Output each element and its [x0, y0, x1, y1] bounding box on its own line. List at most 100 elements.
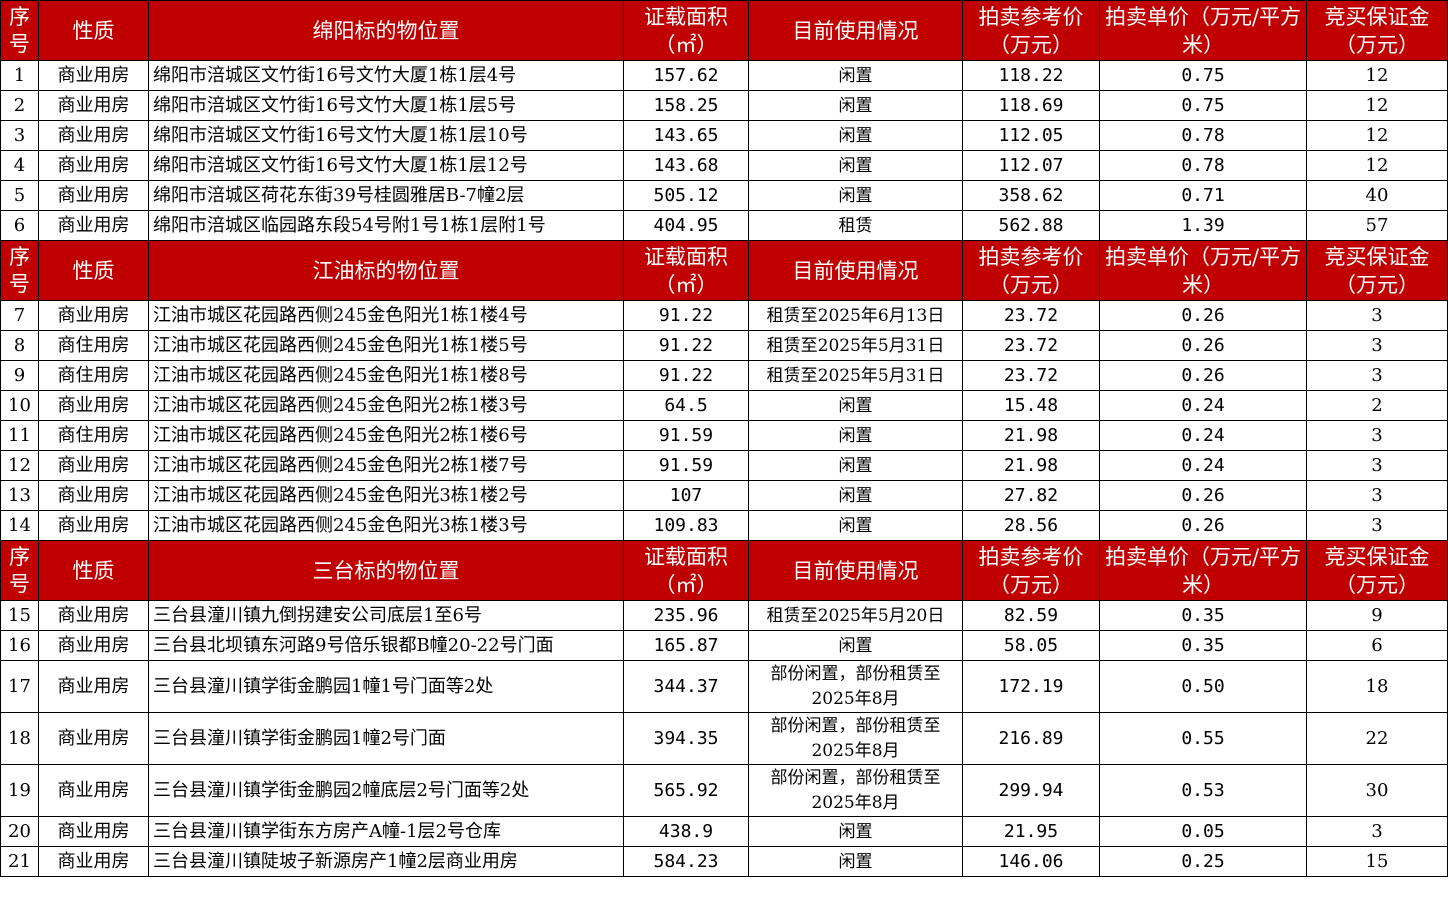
cell-no: 11	[0, 420, 39, 451]
cell-ref-price: 146.06	[962, 846, 1100, 877]
cell-location: 绵阳市涪城区临园路东段54号附1号1栋1层附1号	[148, 210, 624, 241]
column-header-unit-price: 拍卖单价（万元/平方米）	[1099, 0, 1307, 61]
cell-ref-price: 23.72	[962, 360, 1100, 391]
cell-no: 8	[0, 330, 39, 361]
cell-unit-price: 0.26	[1099, 510, 1307, 541]
cell-unit-price: 0.24	[1099, 390, 1307, 421]
cell-location: 绵阳市涪城区荷花东街39号桂圆雅居B-7幢2层	[148, 180, 624, 211]
cell-deposit: 3	[1306, 360, 1448, 391]
table-row: 1 商业用房 绵阳市涪城区文竹街16号文竹大厦1栋1层4号 157.62 闲置 118.2…	[0, 60, 1448, 91]
cell-area: 107	[623, 480, 749, 511]
cell-area: 91.22	[623, 360, 749, 391]
column-header-unit-price: 拍卖单价（万元/平方米）	[1099, 540, 1307, 601]
cell-ref-price: 28.56	[962, 510, 1100, 541]
cell-area: 157.62	[623, 60, 749, 91]
table-row: 2 商业用房 绵阳市涪城区文竹街16号文竹大厦1栋1层5号 158.25 闲置 118.6…	[0, 90, 1448, 121]
cell-ref-price: 21.98	[962, 450, 1100, 481]
cell-deposit: 3	[1306, 330, 1448, 361]
cell-ref-price: 216.89	[962, 712, 1100, 765]
cell-usage: 闲置	[748, 630, 963, 661]
cell-usage: 部份闲置，部份租赁至2025年8月	[748, 712, 963, 765]
cell-deposit: 57	[1306, 210, 1448, 241]
cell-type: 商业用房	[38, 846, 149, 877]
cell-type: 商业用房	[38, 510, 149, 541]
table-row: 6 商业用房 绵阳市涪城区临园路东段54号附1号1栋1层附1号 404.95 租赁 562…	[0, 210, 1448, 241]
cell-area: 404.95	[623, 210, 749, 241]
cell-ref-price: 112.05	[962, 120, 1100, 151]
cell-no: 6	[0, 210, 39, 241]
column-header-type: 性质	[38, 0, 149, 61]
cell-unit-price: 0.05	[1099, 816, 1307, 847]
cell-deposit: 3	[1306, 480, 1448, 511]
cell-deposit: 12	[1306, 90, 1448, 121]
cell-location: 三台县潼川镇学街金鹏园2幢底层2号门面等2处	[148, 764, 624, 817]
cell-deposit: 3	[1306, 510, 1448, 541]
cell-ref-price: 21.98	[962, 420, 1100, 451]
cell-location: 三台县潼川镇学街金鹏园1幢1号门面等2处	[148, 660, 624, 713]
column-header-area: 证载面积（㎡）	[623, 540, 749, 601]
cell-type: 商业用房	[38, 60, 149, 91]
column-header-area: 证载面积（㎡）	[623, 240, 749, 301]
section-header-row: 序号 性质 绵阳标的物位置 证载面积（㎡） 目前使用情况 拍卖参考价（万元） 拍卖单价（万元…	[0, 0, 1448, 61]
cell-usage: 租赁	[748, 210, 963, 241]
cell-deposit: 2	[1306, 390, 1448, 421]
cell-location: 三台县潼川镇学街东方房产A幢-1层2号仓库	[148, 816, 624, 847]
cell-usage: 闲置	[748, 390, 963, 421]
table-row: 5 商业用房 绵阳市涪城区荷花东街39号桂圆雅居B-7幢2层 505.12 闲置 358.…	[0, 180, 1448, 211]
table-row: 12 商业用房 江油市城区花园路西侧245金色阳光2栋1楼7号 91.59 闲置 21.9…	[0, 450, 1448, 481]
cell-type: 商业用房	[38, 180, 149, 211]
cell-ref-price: 562.88	[962, 210, 1100, 241]
cell-area: 438.9	[623, 816, 749, 847]
cell-no: 14	[0, 510, 39, 541]
cell-ref-price: 118.69	[962, 90, 1100, 121]
cell-usage: 闲置	[748, 450, 963, 481]
cell-area: 235.96	[623, 600, 749, 631]
cell-usage: 闲置	[748, 510, 963, 541]
cell-area: 505.12	[623, 180, 749, 211]
cell-ref-price: 58.05	[962, 630, 1100, 661]
cell-usage: 闲置	[748, 120, 963, 151]
cell-no: 17	[0, 660, 39, 713]
cell-unit-price: 0.26	[1099, 300, 1307, 331]
cell-deposit: 12	[1306, 150, 1448, 181]
cell-location: 江油市城区花园路西侧245金色阳光1栋1楼5号	[148, 330, 624, 361]
cell-usage: 租赁至2025年5月31日	[748, 360, 963, 391]
cell-location: 江油市城区花园路西侧245金色阳光1栋1楼8号	[148, 360, 624, 391]
cell-area: 584.23	[623, 846, 749, 877]
cell-type: 商业用房	[38, 450, 149, 481]
cell-type: 商业用房	[38, 764, 149, 817]
cell-unit-price: 0.25	[1099, 846, 1307, 877]
cell-unit-price: 0.35	[1099, 630, 1307, 661]
cell-location: 三台县北坝镇东河路9号倍乐银都B幢20-22号门面	[148, 630, 624, 661]
cell-type: 商业用房	[38, 120, 149, 151]
column-header-type: 性质	[38, 540, 149, 601]
cell-deposit: 3	[1306, 300, 1448, 331]
cell-unit-price: 0.24	[1099, 450, 1307, 481]
cell-type: 商住用房	[38, 330, 149, 361]
cell-unit-price: 0.75	[1099, 90, 1307, 121]
cell-deposit: 3	[1306, 816, 1448, 847]
cell-ref-price: 27.82	[962, 480, 1100, 511]
cell-location: 绵阳市涪城区文竹街16号文竹大厦1栋1层12号	[148, 150, 624, 181]
cell-unit-price: 0.26	[1099, 360, 1307, 391]
cell-no: 10	[0, 390, 39, 421]
cell-type: 商业用房	[38, 390, 149, 421]
cell-no: 19	[0, 764, 39, 817]
cell-ref-price: 23.72	[962, 330, 1100, 361]
cell-ref-price: 299.94	[962, 764, 1100, 817]
column-header-no: 序号	[0, 0, 39, 61]
cell-type: 商业用房	[38, 712, 149, 765]
table-row: 18 商业用房 三台县潼川镇学街金鹏园1幢2号门面 394.35 部份闲置，部份租赁至2…	[0, 712, 1448, 765]
cell-ref-price: 358.62	[962, 180, 1100, 211]
cell-deposit: 3	[1306, 450, 1448, 481]
table-row: 10 商业用房 江油市城区花园路西侧245金色阳光2栋1楼3号 64.5 闲置 15.48…	[0, 390, 1448, 421]
cell-unit-price: 0.24	[1099, 420, 1307, 451]
cell-type: 商业用房	[38, 660, 149, 713]
cell-usage: 闲置	[748, 816, 963, 847]
table-row: 4 商业用房 绵阳市涪城区文竹街16号文竹大厦1栋1层12号 143.68 闲置 112.…	[0, 150, 1448, 181]
cell-usage: 租赁至2025年6月13日	[748, 300, 963, 331]
column-header-usage: 目前使用情况	[748, 240, 963, 301]
cell-location: 绵阳市涪城区文竹街16号文竹大厦1栋1层4号	[148, 60, 624, 91]
cell-ref-price: 21.95	[962, 816, 1100, 847]
cell-area: 91.59	[623, 450, 749, 481]
